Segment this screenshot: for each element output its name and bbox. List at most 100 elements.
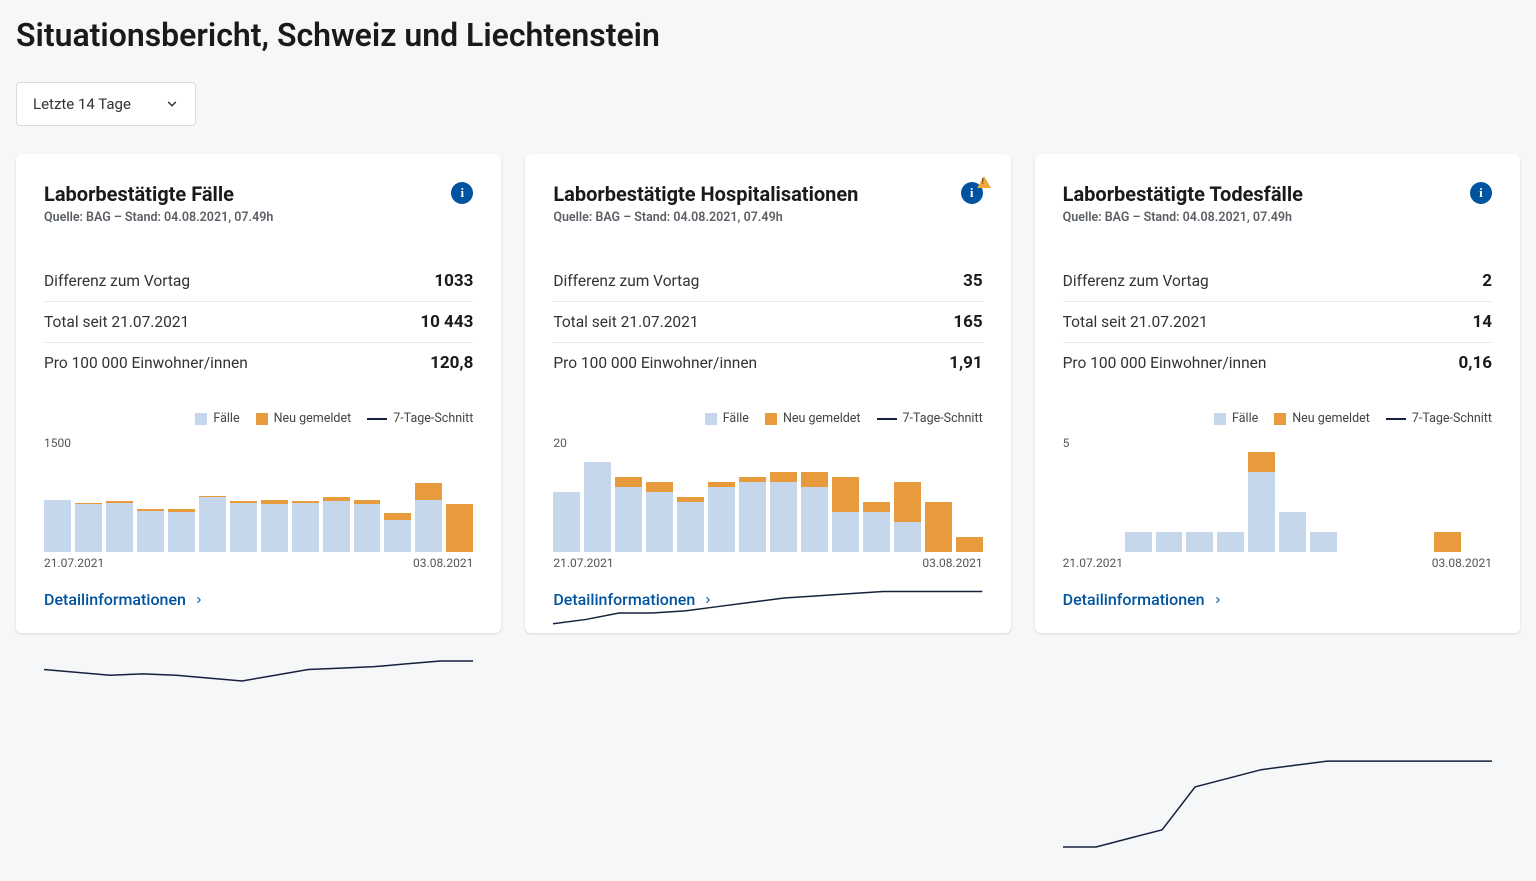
- bar-base: [230, 503, 257, 552]
- chevron-down-icon: [165, 97, 179, 111]
- chart-legend: FälleNeu gemeldet7-Tage-Schnitt: [553, 411, 982, 426]
- page-title: Situationsbericht, Schweiz und Liechtens…: [16, 16, 1520, 54]
- info-icon[interactable]: i: [1470, 182, 1492, 204]
- stat-value: 10 443: [420, 312, 473, 332]
- legend-label: 7-Tage-Schnitt: [903, 411, 983, 426]
- bar-new: [863, 502, 890, 512]
- bar-base: [1156, 532, 1183, 552]
- bar-base: [1186, 532, 1213, 552]
- bar-base: [1279, 512, 1306, 552]
- legend-item: Neu gemeldet: [256, 411, 352, 426]
- card-cases: Laborbestätigte FälleQuelle: BAG – Stand…: [16, 154, 501, 633]
- chart-xstart-label: 21.07.2021: [553, 556, 613, 570]
- bar: [925, 452, 952, 552]
- bar-new: [384, 513, 411, 520]
- stat-label: Pro 100 000 Einwohner/innen: [553, 354, 757, 372]
- bar-base: [832, 512, 859, 552]
- chart-bars: [553, 452, 982, 552]
- legend-label: 7-Tage-Schnitt: [1412, 411, 1492, 426]
- bar: [137, 452, 164, 552]
- detail-link[interactable]: Detailinformationen: [1063, 590, 1223, 609]
- stat-label: Total seit 21.07.2021: [553, 313, 698, 331]
- chart: 2021.07.202103.08.2021: [553, 436, 982, 566]
- bar-base: [894, 522, 921, 552]
- bar-base: [677, 502, 704, 552]
- stat-value: 14: [1472, 312, 1492, 332]
- card-title: Laborbestätigte Hospitalisationen: [553, 182, 858, 206]
- bar-base: [1217, 532, 1244, 552]
- bar-base: [384, 520, 411, 552]
- bar-base: [106, 503, 133, 552]
- bar: [1094, 452, 1121, 552]
- card-subtitle: Quelle: BAG – Stand: 04.08.2021, 07.49h: [553, 210, 858, 225]
- stat-row: Differenz zum Vortag35: [553, 261, 982, 302]
- stat-row: Differenz zum Vortag1033: [44, 261, 473, 302]
- bar-base: [261, 504, 288, 552]
- stat-value: 35: [963, 271, 983, 291]
- stat-row: Pro 100 000 Einwohner/innen 1,91: [553, 343, 982, 383]
- bar: [770, 452, 797, 552]
- legend-swatch-icon: [195, 413, 207, 425]
- bar: [553, 452, 580, 552]
- chart-xend-label: 03.08.2021: [922, 556, 982, 570]
- bar: [75, 452, 102, 552]
- chart-xend-label: 03.08.2021: [413, 556, 473, 570]
- detail-link-label: Detailinformationen: [44, 590, 186, 609]
- legend-swatch-icon: [765, 413, 777, 425]
- bar: [261, 452, 288, 552]
- detail-link[interactable]: Detailinformationen: [553, 590, 713, 609]
- bar-base: [708, 487, 735, 552]
- bar-base: [553, 492, 580, 552]
- bar: [832, 452, 859, 552]
- bar-base: [44, 500, 71, 552]
- bar: [199, 452, 226, 552]
- bar: [863, 452, 890, 552]
- bar-base: [354, 504, 381, 552]
- chart-ymax-label: 1500: [44, 436, 71, 450]
- bar: [1372, 452, 1399, 552]
- bar: [106, 452, 133, 552]
- card-subtitle: Quelle: BAG – Stand: 04.08.2021, 07.49h: [1063, 210, 1303, 225]
- chart-xend-label: 03.08.2021: [1432, 556, 1492, 570]
- bar-base: [168, 512, 195, 552]
- bar-base: [415, 500, 442, 552]
- bar: [292, 452, 319, 552]
- chart: 521.07.202103.08.2021: [1063, 436, 1492, 566]
- bar-new: [801, 472, 828, 487]
- bar: [1125, 452, 1152, 552]
- chevron-right-icon: [703, 593, 713, 607]
- bar-new: [446, 504, 473, 552]
- stat-label: Pro 100 000 Einwohner/innen: [1063, 354, 1267, 372]
- chevron-right-icon: [1213, 593, 1223, 607]
- stat-value: 1,91: [949, 353, 982, 373]
- bar: [1341, 452, 1368, 552]
- timerange-dropdown[interactable]: Letzte 14 Tage: [16, 82, 196, 126]
- card-title: Laborbestätigte Todesfälle: [1063, 182, 1303, 206]
- bar-base: [292, 503, 319, 552]
- stat-value: 120,8: [430, 353, 473, 373]
- bar-base: [75, 504, 102, 552]
- legend-line-icon: [877, 418, 897, 420]
- chart-legend: FälleNeu gemeldet7-Tage-Schnitt: [44, 411, 473, 426]
- bar: [646, 452, 673, 552]
- bar: [1248, 452, 1275, 552]
- bar: [230, 452, 257, 552]
- bar: [1403, 452, 1430, 552]
- bar: [894, 452, 921, 552]
- bar: [708, 452, 735, 552]
- stat-row: Total seit 21.07.202114: [1063, 302, 1492, 343]
- bar-base: [323, 501, 350, 552]
- bar: [384, 452, 411, 552]
- detail-link[interactable]: Detailinformationen: [44, 590, 204, 609]
- bar-new: [646, 482, 673, 492]
- bar: [1465, 452, 1492, 552]
- legend-swatch-icon: [705, 413, 717, 425]
- bar-base: [615, 487, 642, 552]
- bar: [1279, 452, 1306, 552]
- legend-item: 7-Tage-Schnitt: [1386, 411, 1492, 426]
- timerange-selected: Letzte 14 Tage: [33, 95, 131, 113]
- chevron-right-icon: [194, 593, 204, 607]
- chart-ymax-label: 20: [553, 436, 567, 450]
- bar-base: [646, 492, 673, 552]
- info-icon[interactable]: i: [451, 182, 473, 204]
